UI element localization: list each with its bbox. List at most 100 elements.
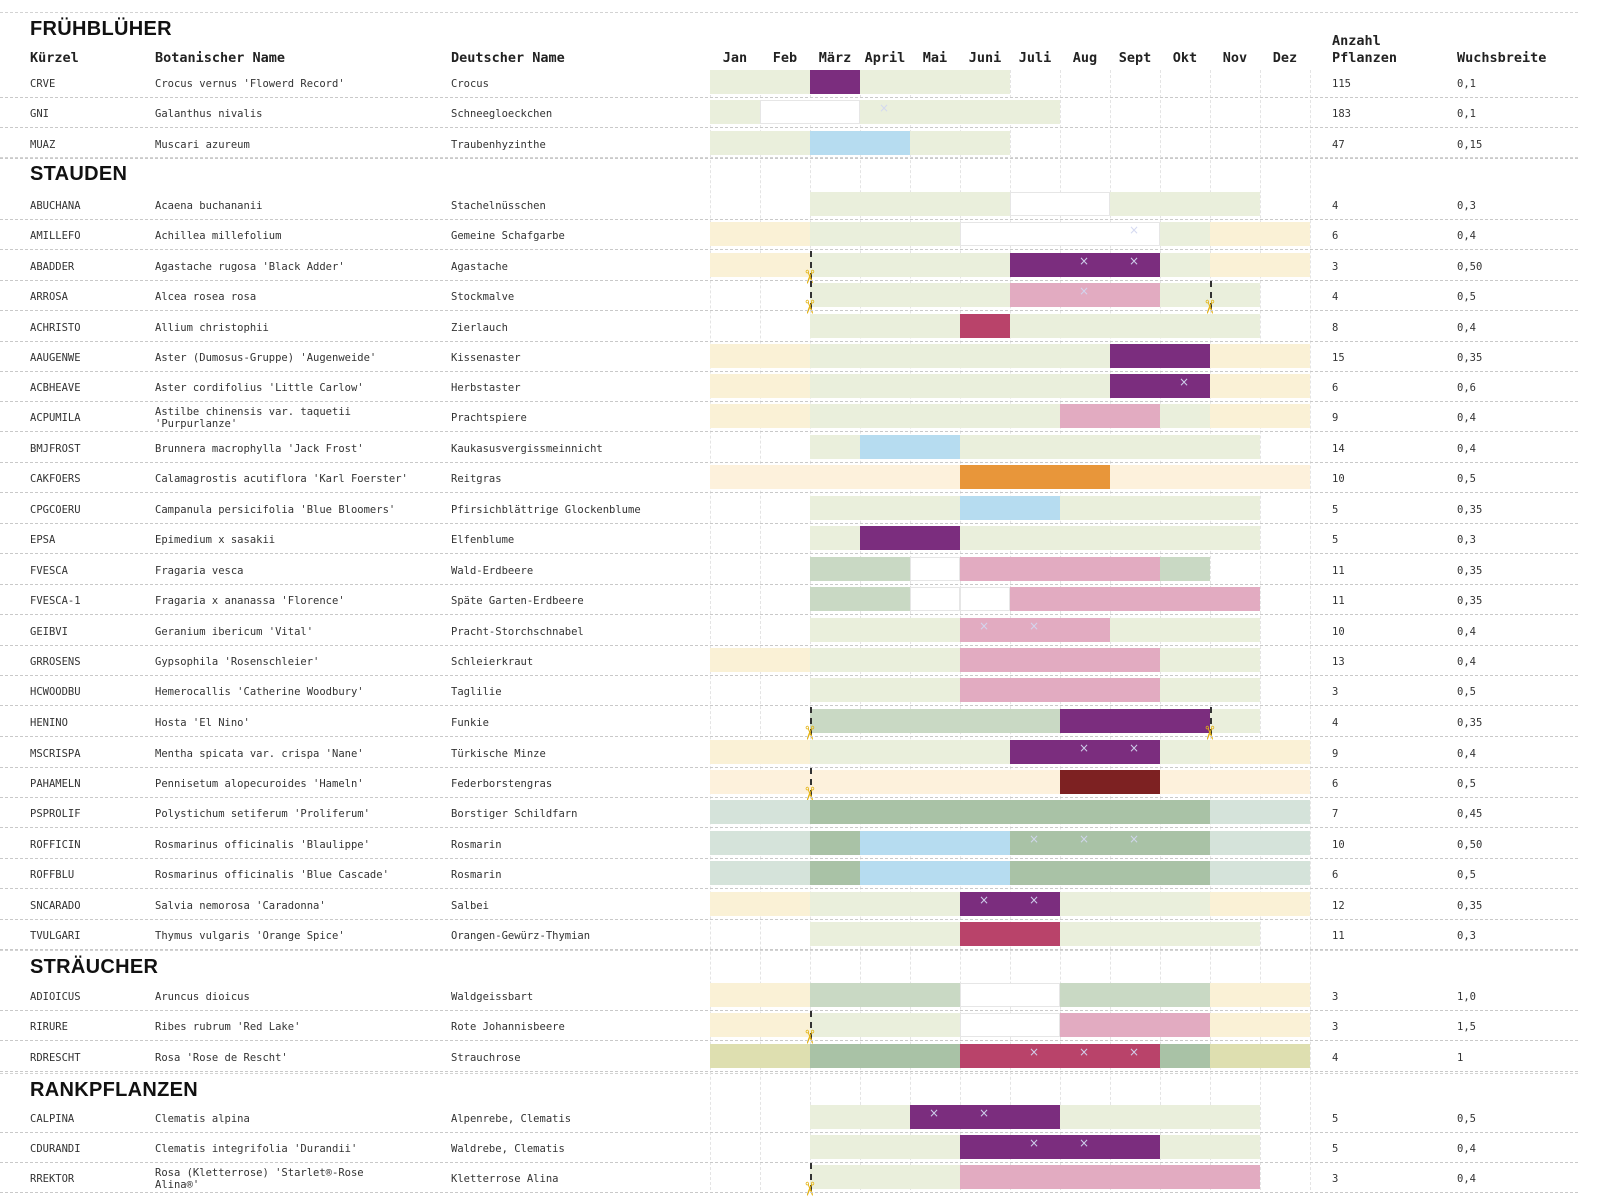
row-botanical-name: Campanula persicifolia 'Blue Bloomers' (155, 504, 396, 516)
row-botanical-name: Crocus vernus 'Flowerd Record' (155, 78, 345, 90)
row-plant-count: 8 (1332, 322, 1339, 334)
row-german-name: Elfenblume (451, 534, 515, 546)
month-header-12: Dez (1272, 50, 1298, 66)
row-german-name: Traubenhyzinthe (451, 139, 546, 151)
row-divider (0, 827, 1578, 828)
row-botanical-name: Allium christophii (155, 322, 269, 334)
cut-line (810, 1163, 812, 1191)
foliage-bar (710, 861, 810, 885)
row-code: ABADDER (30, 261, 75, 273)
row-plant-count: 4 (1332, 717, 1339, 729)
bloom-bar (960, 222, 1160, 246)
row-botanical-name: Alcea rosea rosa (155, 291, 257, 303)
row-plant-count: 9 (1332, 748, 1339, 760)
row-plant-count: 11 (1332, 930, 1345, 942)
bloom-bar (1010, 587, 1260, 611)
row-divider (0, 249, 1578, 250)
foliage-bar (1060, 983, 1210, 1007)
row-divider (0, 645, 1578, 646)
row-german-name: Waldgeissbart (451, 991, 534, 1003)
row-growth-width: 0,4 (1457, 322, 1476, 334)
cut-line (810, 1011, 812, 1039)
row-divider (0, 401, 1578, 402)
section-title-2: STRÄUCHER (30, 956, 159, 978)
foliage-bar (710, 1044, 810, 1068)
row-botanical-name: Thymus vulgaris 'Orange Spice' (155, 930, 345, 942)
row-german-name: Rosmarin (451, 869, 502, 881)
row-plant-count: 4 (1332, 200, 1339, 212)
row-plant-count: 6 (1332, 230, 1339, 242)
row-german-name: Pracht-Storchschnabel (451, 626, 584, 638)
row-divider (0, 888, 1578, 889)
row-german-name: Stachelnüsschen (451, 200, 546, 212)
row-growth-width: 0,5 (1457, 1113, 1476, 1125)
row-growth-width: 0,3 (1457, 200, 1476, 212)
x-mark: × (1129, 832, 1140, 846)
row-divider (0, 492, 1578, 493)
foliage-bar (1210, 1013, 1310, 1037)
x-mark: × (1079, 254, 1090, 268)
row-german-name: Orangen-Gewürz-Thymian (451, 930, 591, 942)
x-mark: × (1129, 223, 1140, 237)
x-mark: × (1129, 741, 1140, 755)
bloom-bar (960, 1013, 1060, 1037)
bloom-bar (960, 1044, 1160, 1068)
foliage-bar (710, 800, 810, 824)
foliage-bar (1210, 253, 1310, 277)
row-code: FVESCA-1 (30, 595, 81, 607)
row-botanical-name: Rosmarinus officinalis 'Blue Cascade' (155, 869, 389, 881)
row-growth-width: 0,5 (1457, 869, 1476, 881)
foliage-bar (1210, 404, 1310, 428)
bloom-bar (960, 618, 1110, 642)
row-code: EPSA (30, 534, 56, 546)
row-code: HENINO (30, 717, 68, 729)
row-growth-width: 0,35 (1457, 352, 1483, 364)
row-growth-width: 0,35 (1457, 717, 1483, 729)
bloom-bar (910, 587, 960, 611)
row-german-name: Strauchrose (451, 1052, 521, 1064)
section-divider (0, 950, 1578, 951)
row-german-name: Borstiger Schildfarn (451, 808, 578, 820)
row-growth-width: 0,3 (1457, 930, 1476, 942)
bloom-bar (860, 435, 960, 459)
column-header-botanical: Botanischer Name (155, 50, 286, 66)
month-header-9: Sept (1118, 50, 1152, 66)
row-code: RDRESCHT (30, 1052, 81, 1064)
row-growth-width: 0,4 (1457, 656, 1476, 668)
row-code: CDURANDI (30, 1143, 81, 1155)
row-code: CAKFOERS (30, 473, 81, 485)
row-code: ROFFICIN (30, 839, 81, 851)
x-mark: × (979, 893, 990, 907)
row-botanical-name: Galanthus nivalis (155, 108, 263, 120)
row-divider (0, 310, 1578, 311)
bloom-bar (860, 526, 960, 550)
row-divider (0, 553, 1578, 554)
foliage-bar (1210, 983, 1310, 1007)
row-code: ROFFBLU (30, 869, 75, 881)
row-divider (0, 1162, 1578, 1163)
row-botanical-name: Salvia nemorosa 'Caradonna' (155, 900, 326, 912)
row-divider (0, 1132, 1578, 1133)
row-code: ACPUMILA (30, 412, 81, 424)
row-growth-width: 0,50 (1457, 839, 1483, 851)
x-mark: × (1179, 375, 1190, 389)
foliage-bar (710, 1013, 810, 1037)
row-divider (0, 705, 1578, 706)
row-growth-width: 0,6 (1457, 382, 1476, 394)
row-code: TVULGARI (30, 930, 81, 942)
foliage-bar (810, 709, 1060, 733)
row-growth-width: 0,4 (1457, 412, 1476, 424)
foliage-bar (1210, 222, 1260, 246)
row-german-name: Stockmalve (451, 291, 515, 303)
cut-line (810, 707, 812, 735)
row-botanical-name: Hosta 'El Nino' (155, 717, 250, 729)
bloom-bar (960, 587, 1010, 611)
row-german-name: Funkie (451, 717, 489, 729)
x-mark: × (1079, 284, 1090, 298)
row-botanical-name: Polystichum setiferum 'Proliferum' (155, 808, 370, 820)
row-botanical-name: Rosa 'Rose de Rescht' (155, 1052, 288, 1064)
section-divider (0, 157, 1578, 158)
x-mark: × (1029, 893, 1040, 907)
row-botanical-name: Geranium ibericum 'Vital' (155, 626, 314, 638)
row-divider (0, 919, 1578, 920)
